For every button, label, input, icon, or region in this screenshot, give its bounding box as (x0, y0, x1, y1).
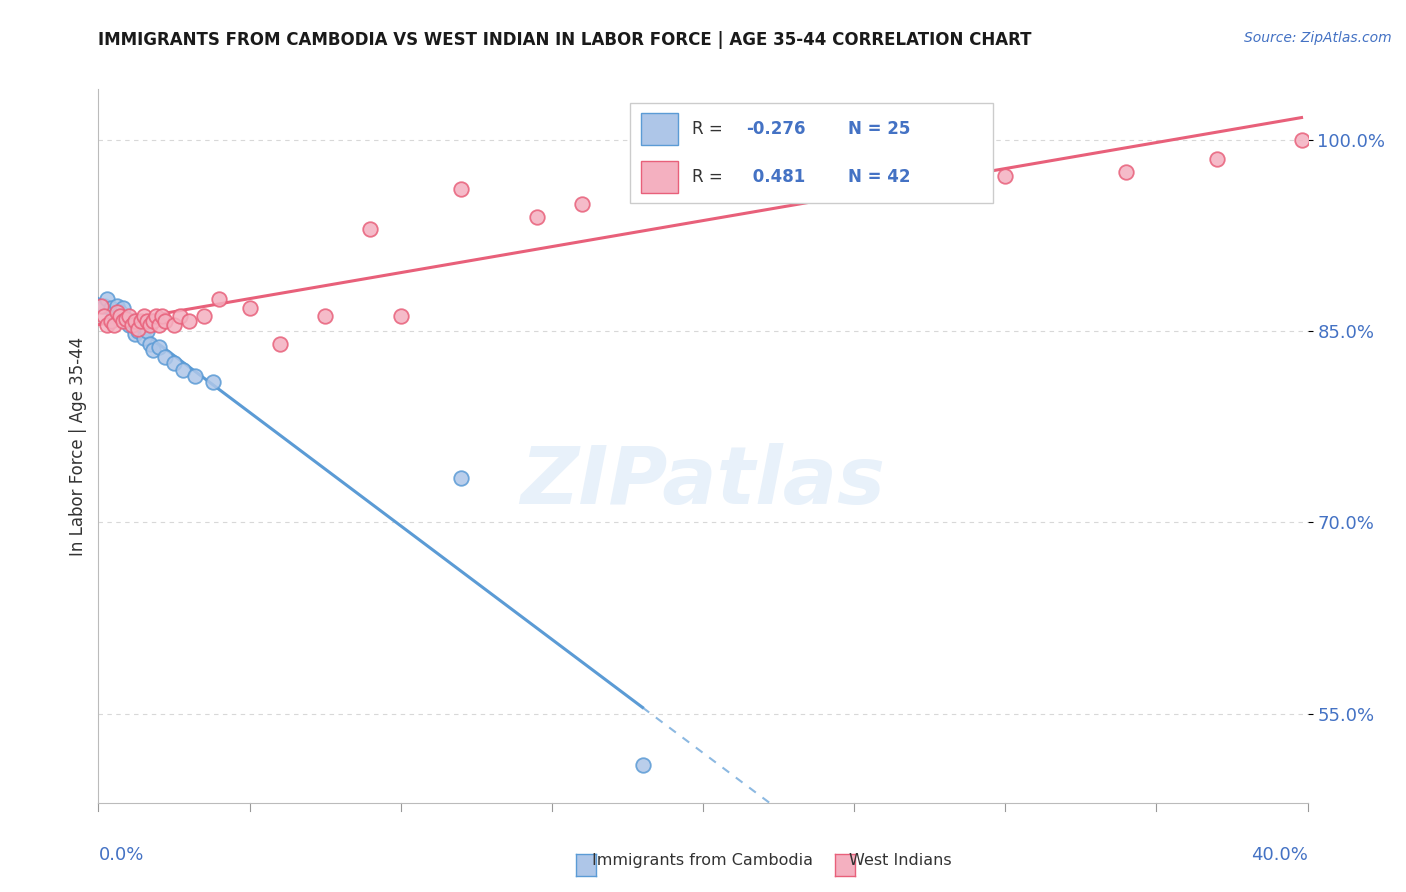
Point (148, 340, 170, 354)
Point (124, 314, 146, 328)
Point (269, 337, 291, 351)
Point (153, 314, 176, 328)
Point (994, 169, 1017, 183)
Point (169, 309, 191, 323)
Point (139, 337, 162, 351)
Point (172, 362, 194, 376)
Point (526, 210, 548, 224)
Point (631, 757, 654, 772)
Text: West Indians: West Indians (849, 854, 950, 868)
Point (571, 197, 593, 211)
Point (184, 368, 207, 383)
Point (108, 305, 131, 319)
Point (127, 322, 149, 336)
Point (142, 343, 165, 358)
Point (360, 222, 382, 236)
Point (177, 314, 201, 328)
Text: 0.0%: 0.0% (98, 846, 143, 863)
Point (142, 314, 165, 328)
Text: ZIPatlas: ZIPatlas (520, 442, 886, 521)
Point (193, 309, 215, 323)
Point (1206, 153, 1229, 167)
Point (111, 301, 134, 316)
Point (661, 174, 683, 188)
Point (111, 314, 134, 328)
Point (163, 318, 186, 332)
Point (450, 471, 472, 485)
Point (163, 356, 186, 370)
Point (108, 309, 131, 323)
Point (100, 301, 122, 316)
Point (145, 309, 167, 323)
Point (139, 318, 162, 332)
Point (121, 318, 143, 332)
Point (129, 314, 152, 328)
Point (450, 181, 472, 195)
Point (132, 309, 155, 323)
Point (127, 324, 149, 338)
Point (124, 326, 146, 341)
Text: Source: ZipAtlas.com: Source: ZipAtlas.com (1244, 31, 1392, 45)
Point (90, 299, 112, 313)
Point (135, 314, 157, 328)
Text: 40.0%: 40.0% (1251, 846, 1308, 863)
Text: IMMIGRANTS FROM CAMBODIA VS WEST INDIAN IN LABOR FORCE | AGE 35-44 CORRELATION C: IMMIGRANTS FROM CAMBODIA VS WEST INDIAN … (98, 31, 1032, 49)
Point (150, 309, 173, 323)
Point (129, 318, 152, 332)
Point (132, 331, 155, 345)
Point (208, 293, 231, 307)
Point (93, 309, 115, 323)
Point (1115, 165, 1137, 179)
Point (103, 309, 125, 323)
Point (1291, 133, 1313, 147)
Point (114, 311, 136, 326)
Point (118, 309, 141, 323)
Point (873, 161, 896, 176)
Point (96, 318, 118, 332)
Point (114, 311, 136, 326)
Point (389, 309, 412, 323)
Point (105, 305, 128, 319)
Text: Immigrants from Cambodia: Immigrants from Cambodia (592, 854, 814, 868)
Point (148, 318, 170, 332)
Point (135, 324, 157, 338)
Point (100, 314, 122, 328)
Point (121, 314, 143, 328)
Point (153, 350, 176, 364)
Point (103, 318, 125, 332)
Point (314, 309, 336, 323)
Point (96, 293, 118, 307)
Y-axis label: In Labor Force | Age 35-44: In Labor Force | Age 35-44 (69, 336, 87, 556)
Point (105, 299, 128, 313)
Point (239, 301, 262, 316)
Point (93, 299, 115, 313)
Point (118, 318, 141, 332)
Point (752, 186, 775, 201)
Point (202, 376, 225, 390)
